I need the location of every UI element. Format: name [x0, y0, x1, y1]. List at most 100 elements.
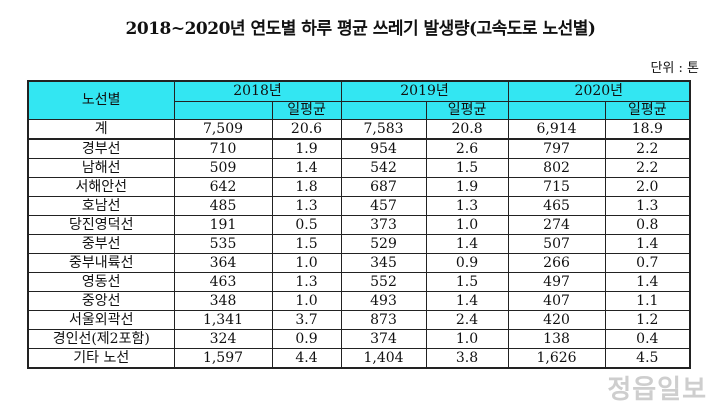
- annual-total-cell: 507: [507, 234, 606, 254]
- annual-total-cell: 1,341: [173, 310, 273, 330]
- table-row: 영동선 463 1.3 552 1.5 497 1.4: [27, 272, 691, 292]
- route-name: 경인선(제2포함): [27, 329, 175, 349]
- annual-total-cell: 364: [173, 253, 273, 273]
- route-name: 호남선: [27, 196, 175, 216]
- annual-total-cell: 348: [173, 291, 273, 311]
- daily-average-cell: 2.0: [604, 177, 691, 197]
- annual-total-cell: 1,597: [173, 348, 273, 369]
- route-name: 영동선: [27, 272, 175, 292]
- annual-total-cell: 552: [340, 272, 427, 292]
- annual-total-cell: 373: [340, 215, 427, 235]
- annual-total-cell: 1,404: [340, 348, 427, 369]
- header-blank-2020: [507, 101, 606, 120]
- annual-total-cell: 465: [507, 196, 606, 216]
- daily-average-cell: 1.5: [425, 272, 509, 292]
- annual-total-cell: 797: [507, 138, 606, 159]
- daily-average-cell: 0.9: [425, 253, 509, 273]
- annual-total-cell: 542: [340, 158, 427, 178]
- annual-total-cell: 873: [340, 310, 427, 330]
- annual-total-cell: 802: [507, 158, 606, 178]
- daily-average-cell: 1.9: [425, 177, 509, 197]
- daily-average-cell: 2.2: [604, 138, 691, 159]
- daily-average-cell: 1.4: [604, 272, 691, 292]
- annual-total-cell: 710: [173, 138, 273, 159]
- annual-total-cell: 191: [173, 215, 273, 235]
- header-year-2020: 2020년: [507, 80, 691, 102]
- daily-average-cell: 0.5: [271, 215, 342, 235]
- unit-label: 단위 : 톤: [650, 61, 699, 76]
- annual-total-cell: 509: [173, 158, 273, 178]
- annual-total-cell: 463: [173, 272, 273, 292]
- document-title: 2018~2020년 연도별 하루 평균 쓰레기 발생량(고속도로 노선별): [125, 19, 596, 39]
- daily-average-cell: 1.4: [425, 291, 509, 311]
- daily-average-cell: 2.2: [604, 158, 691, 178]
- daily-average-cell: 1.3: [604, 196, 691, 216]
- table-row: 서해안선 642 1.8 687 1.9 715 2.0: [27, 177, 691, 197]
- table-row: 중앙선 348 1.0 493 1.4 407 1.1: [27, 291, 691, 311]
- annual-total-cell: 954: [340, 138, 427, 159]
- route-name: 서울외곽선: [27, 310, 175, 330]
- annual-total-cell: 1,626: [507, 348, 606, 369]
- annual-total-cell: 535: [173, 234, 273, 254]
- route-name: 중앙선: [27, 291, 175, 311]
- header-blank-2018: [173, 101, 273, 120]
- daily-average-cell: 1.4: [604, 234, 691, 254]
- annual-total-cell: 7,509: [173, 119, 273, 140]
- annual-total-cell: 420: [507, 310, 606, 330]
- daily-average-cell: 1.9: [271, 138, 342, 159]
- annual-total-cell: 138: [507, 329, 606, 349]
- daily-average-cell: 0.9: [271, 329, 342, 349]
- route-name: 당진영덕선: [27, 215, 175, 235]
- annual-total-cell: 7,583: [340, 119, 427, 140]
- daily-average-cell: 4.5: [604, 348, 691, 369]
- header-blank-2019: [340, 101, 427, 120]
- daily-average-cell: 1.0: [425, 329, 509, 349]
- daily-average-cell: 1.3: [271, 196, 342, 216]
- annual-total-cell: 324: [173, 329, 273, 349]
- table-row: 경인선(제2포함) 324 0.9 374 1.0 138 0.4: [27, 329, 691, 349]
- table-row: 중부내륙선 364 1.0 345 0.9 266 0.7: [27, 253, 691, 273]
- daily-average-cell: 1.0: [271, 253, 342, 273]
- daily-average-cell: 0.4: [604, 329, 691, 349]
- annual-total-cell: 687: [340, 177, 427, 197]
- annual-total-cell: 274: [507, 215, 606, 235]
- table-body: 계 7,509 20.6 7,583 20.8 6,914 18.9 경부선 710 1.9 954…: [27, 119, 691, 369]
- daily-average-cell: 20.6: [271, 119, 342, 140]
- header-daily-2019: 일평균: [425, 101, 509, 120]
- table-row: 남해선 509 1.4 542 1.5 802 2.2: [27, 158, 691, 178]
- header-year-2018: 2018년: [173, 80, 342, 102]
- annual-total-cell: 485: [173, 196, 273, 216]
- route-name: 서해안선: [27, 177, 175, 197]
- header-daily-2018: 일평균: [271, 101, 342, 120]
- table-row-total: 계 7,509 20.6 7,583 20.8 6,914 18.9: [27, 119, 691, 140]
- header-route: 노선별: [27, 80, 175, 120]
- table-row: 기타 노선 1,597 4.4 1,404 3.8 1,626 4.5: [27, 348, 691, 369]
- annual-total-cell: 457: [340, 196, 427, 216]
- daily-average-cell: 2.6: [425, 138, 509, 159]
- daily-average-cell: 4.4: [271, 348, 342, 369]
- annual-total-cell: 493: [340, 291, 427, 311]
- table-row: 경부선 710 1.9 954 2.6 797 2.2: [27, 138, 691, 159]
- daily-average-cell: 2.4: [425, 310, 509, 330]
- daily-average-cell: 1.3: [271, 272, 342, 292]
- header-year-2019: 2019년: [340, 80, 509, 102]
- annual-total-cell: 345: [340, 253, 427, 273]
- daily-average-cell: 1.5: [271, 234, 342, 254]
- daily-average-cell: 1.5: [425, 158, 509, 178]
- daily-average-cell: 1.1: [604, 291, 691, 311]
- daily-average-cell: 1.4: [425, 234, 509, 254]
- table-row: 당진영덕선 191 0.5 373 1.0 274 0.8: [27, 215, 691, 235]
- daily-average-cell: 18.9: [604, 119, 691, 140]
- table-row: 중부선 535 1.5 529 1.4 507 1.4: [27, 234, 691, 254]
- daily-average-cell: 1.0: [425, 215, 509, 235]
- annual-total-cell: 642: [173, 177, 273, 197]
- route-name: 중부내륙선: [27, 253, 175, 273]
- header-daily-2020: 일평균: [604, 101, 691, 120]
- annual-total-cell: 529: [340, 234, 427, 254]
- route-name: 계: [27, 119, 175, 140]
- annual-total-cell: 374: [340, 329, 427, 349]
- table-row: 서울외곽선 1,341 3.7 873 2.4 420 1.2: [27, 310, 691, 330]
- waste-table: 노선별 2018년 2019년 2020년 일평균 일평균 일평균 계 7,509…: [27, 80, 692, 369]
- daily-average-cell: 1.0: [271, 291, 342, 311]
- table-row: 호남선 485 1.3 457 1.3 465 1.3: [27, 196, 691, 216]
